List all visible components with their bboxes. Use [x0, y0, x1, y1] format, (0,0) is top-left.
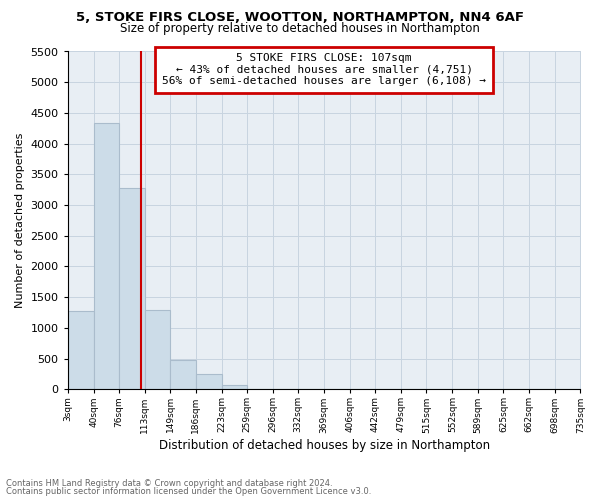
Text: Contains public sector information licensed under the Open Government Licence v3: Contains public sector information licen…	[6, 487, 371, 496]
Text: Contains HM Land Registry data © Crown copyright and database right 2024.: Contains HM Land Registry data © Crown c…	[6, 478, 332, 488]
Text: Size of property relative to detached houses in Northampton: Size of property relative to detached ho…	[120, 22, 480, 35]
X-axis label: Distribution of detached houses by size in Northampton: Distribution of detached houses by size …	[158, 440, 490, 452]
Bar	[68, 311, 94, 389]
Bar	[94, 124, 119, 389]
Bar	[222, 384, 247, 389]
Bar	[170, 360, 196, 389]
Bar	[196, 374, 222, 389]
Bar	[145, 310, 170, 389]
Text: 5 STOKE FIRS CLOSE: 107sqm
← 43% of detached houses are smaller (4,751)
56% of s: 5 STOKE FIRS CLOSE: 107sqm ← 43% of deta…	[162, 53, 486, 86]
Text: 5, STOKE FIRS CLOSE, WOOTTON, NORTHAMPTON, NN4 6AF: 5, STOKE FIRS CLOSE, WOOTTON, NORTHAMPTO…	[76, 11, 524, 24]
Y-axis label: Number of detached properties: Number of detached properties	[15, 132, 25, 308]
Bar	[119, 188, 145, 389]
